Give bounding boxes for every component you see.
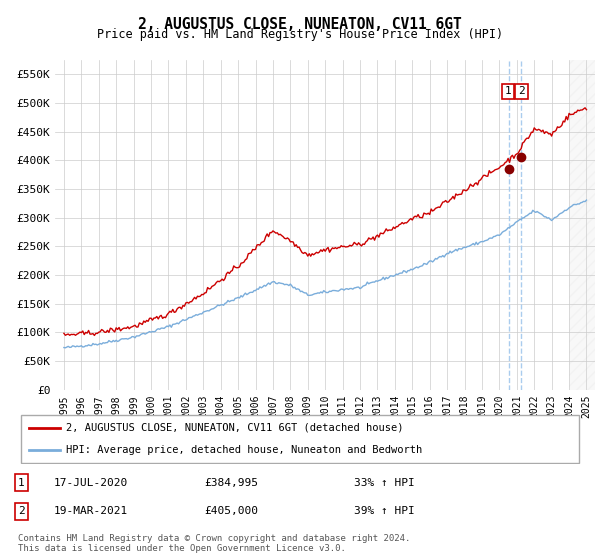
Text: HPI: Average price, detached house, Nuneaton and Bedworth: HPI: Average price, detached house, Nune… — [66, 445, 422, 455]
Text: 1: 1 — [505, 86, 511, 96]
Text: Price paid vs. HM Land Registry's House Price Index (HPI): Price paid vs. HM Land Registry's House … — [97, 28, 503, 41]
Bar — [569, 60, 595, 390]
Text: 2: 2 — [18, 506, 25, 516]
Text: £405,000: £405,000 — [204, 506, 258, 516]
Text: 17-JUL-2020: 17-JUL-2020 — [54, 478, 128, 488]
Text: 2, AUGUSTUS CLOSE, NUNEATON, CV11 6GT: 2, AUGUSTUS CLOSE, NUNEATON, CV11 6GT — [138, 17, 462, 32]
Text: 2, AUGUSTUS CLOSE, NUNEATON, CV11 6GT (detached house): 2, AUGUSTUS CLOSE, NUNEATON, CV11 6GT (d… — [66, 423, 403, 433]
Text: 1: 1 — [18, 478, 25, 488]
Text: 19-MAR-2021: 19-MAR-2021 — [54, 506, 128, 516]
Text: 33% ↑ HPI: 33% ↑ HPI — [354, 478, 415, 488]
Text: Contains HM Land Registry data © Crown copyright and database right 2024.
This d: Contains HM Land Registry data © Crown c… — [18, 534, 410, 553]
FancyBboxPatch shape — [21, 416, 579, 463]
Text: £384,995: £384,995 — [204, 478, 258, 488]
Text: 2: 2 — [518, 86, 525, 96]
Text: 39% ↑ HPI: 39% ↑ HPI — [354, 506, 415, 516]
